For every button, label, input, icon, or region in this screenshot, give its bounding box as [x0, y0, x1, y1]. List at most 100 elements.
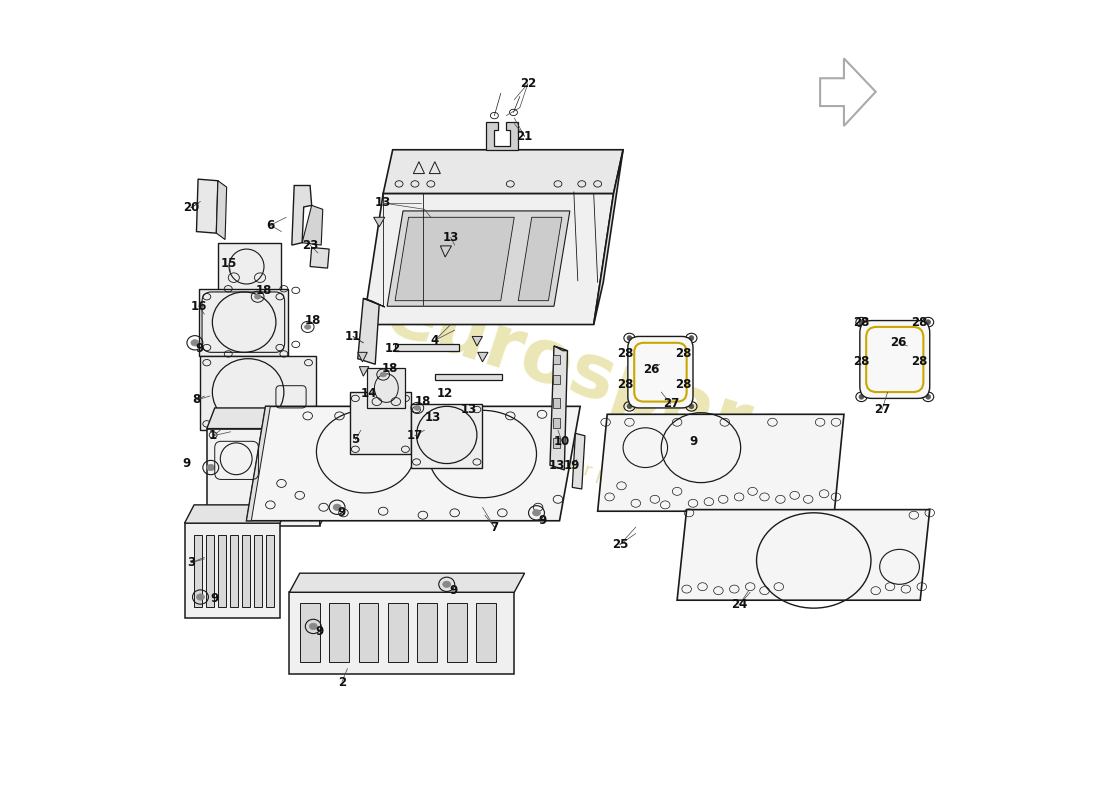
Text: 28: 28	[854, 355, 870, 368]
Text: 13: 13	[375, 197, 392, 210]
Text: 12: 12	[437, 387, 453, 400]
Polygon shape	[417, 602, 437, 662]
Polygon shape	[486, 122, 518, 150]
Text: 23: 23	[302, 238, 318, 251]
Text: 17: 17	[407, 430, 424, 442]
Polygon shape	[447, 602, 466, 662]
Polygon shape	[550, 346, 568, 470]
Polygon shape	[358, 298, 379, 364]
Polygon shape	[359, 602, 378, 662]
Text: 28: 28	[854, 316, 870, 329]
Ellipse shape	[627, 404, 631, 409]
Polygon shape	[350, 392, 411, 454]
Polygon shape	[360, 366, 368, 376]
Polygon shape	[185, 523, 279, 618]
FancyBboxPatch shape	[628, 337, 693, 408]
Ellipse shape	[191, 340, 199, 346]
Text: 9: 9	[316, 626, 323, 638]
Polygon shape	[554, 346, 568, 350]
Text: 22: 22	[519, 78, 536, 90]
Polygon shape	[246, 406, 580, 521]
Text: 18: 18	[415, 395, 431, 408]
Ellipse shape	[859, 320, 864, 325]
Text: 13: 13	[442, 230, 459, 244]
Polygon shape	[553, 418, 560, 428]
Polygon shape	[388, 602, 408, 662]
Ellipse shape	[926, 394, 931, 399]
Ellipse shape	[926, 320, 931, 325]
Text: 8: 8	[192, 394, 200, 406]
Polygon shape	[206, 535, 214, 606]
Polygon shape	[476, 602, 496, 662]
Polygon shape	[553, 398, 560, 408]
Text: 28: 28	[911, 316, 927, 329]
Ellipse shape	[689, 404, 694, 409]
Text: 9: 9	[538, 514, 547, 527]
Text: 27: 27	[662, 398, 679, 410]
Text: 10: 10	[553, 435, 570, 448]
Text: 9: 9	[183, 457, 191, 470]
Polygon shape	[553, 374, 560, 384]
Text: 15: 15	[221, 257, 238, 270]
Polygon shape	[302, 206, 322, 245]
Text: 27: 27	[874, 403, 890, 416]
Text: 6: 6	[266, 218, 275, 232]
Polygon shape	[477, 352, 488, 362]
Text: 13: 13	[548, 458, 564, 472]
Polygon shape	[200, 356, 316, 430]
Polygon shape	[185, 505, 289, 523]
Text: 28: 28	[675, 347, 692, 361]
Polygon shape	[320, 408, 329, 526]
Text: 2: 2	[338, 675, 345, 689]
Text: a part for your passion since 1985: a part for your passion since 1985	[463, 423, 763, 536]
Polygon shape	[242, 535, 250, 606]
Text: 5: 5	[351, 434, 360, 446]
Polygon shape	[218, 242, 282, 290]
Polygon shape	[246, 406, 271, 521]
Polygon shape	[472, 337, 483, 346]
Text: 24: 24	[730, 598, 747, 611]
Ellipse shape	[207, 464, 215, 470]
Polygon shape	[329, 602, 349, 662]
Ellipse shape	[197, 594, 205, 600]
Polygon shape	[597, 414, 844, 511]
Text: 28: 28	[911, 355, 927, 368]
Text: 7: 7	[491, 521, 498, 534]
Polygon shape	[678, 510, 930, 600]
Text: 3: 3	[187, 556, 195, 570]
Polygon shape	[197, 179, 218, 233]
Polygon shape	[821, 58, 876, 126]
Polygon shape	[207, 429, 320, 526]
Polygon shape	[395, 344, 459, 350]
Polygon shape	[434, 374, 503, 380]
Text: 9: 9	[449, 584, 458, 597]
Ellipse shape	[305, 325, 311, 330]
Polygon shape	[572, 434, 585, 489]
Polygon shape	[265, 535, 274, 606]
Polygon shape	[289, 573, 525, 592]
Text: 9: 9	[338, 506, 346, 519]
Text: 28: 28	[675, 378, 692, 390]
Ellipse shape	[683, 430, 691, 437]
Text: 9: 9	[689, 435, 697, 448]
Ellipse shape	[442, 581, 451, 587]
Text: 13: 13	[425, 411, 440, 424]
Polygon shape	[387, 211, 570, 306]
FancyBboxPatch shape	[860, 321, 930, 398]
Polygon shape	[411, 404, 483, 467]
Ellipse shape	[627, 336, 631, 341]
Polygon shape	[300, 602, 320, 662]
Text: 13: 13	[461, 403, 477, 416]
Polygon shape	[553, 354, 560, 364]
Polygon shape	[199, 289, 288, 356]
Ellipse shape	[532, 510, 540, 516]
Text: 26: 26	[890, 336, 906, 350]
Polygon shape	[292, 186, 311, 245]
Text: 26: 26	[644, 363, 660, 376]
Text: 4: 4	[431, 334, 439, 347]
Ellipse shape	[415, 406, 420, 410]
Text: 18: 18	[382, 362, 398, 374]
Polygon shape	[230, 535, 238, 606]
Text: 21: 21	[517, 130, 532, 142]
Text: 28: 28	[617, 347, 634, 361]
